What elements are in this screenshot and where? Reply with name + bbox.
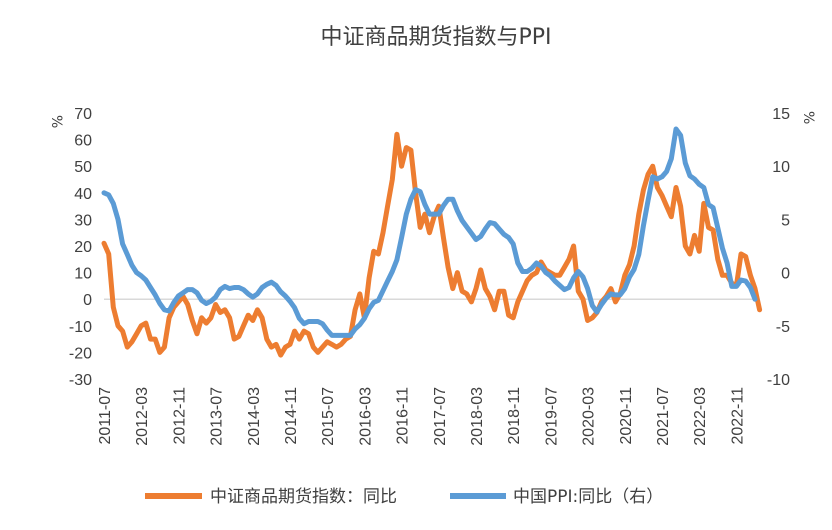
right-y-axis: -10 -5 0 5 10 15 [767,106,790,389]
right-y-tick-label: 5 [781,212,790,229]
right-y-tick-label: -10 [767,372,790,389]
x-tick-label: 2018-03 [469,387,486,446]
x-tick-label: 2012-11 [171,387,188,445]
left-y-tick-label: 40 [74,186,92,203]
x-axis: 2011-07 2012-03 2012-11 2013-07 2014-03 2014-… [97,298,755,446]
right-y-tick-label: 15 [772,106,790,123]
x-tick-label: 2016-03 [357,387,374,446]
x-tick-label: 2017-07 [432,387,449,446]
left-y-tick-label: -10 [69,319,92,336]
x-tick-label: 2020-11 [618,387,635,445]
right-y-tick-label: 10 [772,159,790,176]
x-tick-label: 2022-11 [729,387,746,445]
x-tick-label: 2014-11 [283,387,300,445]
left-y-tick-label: 50 [74,159,92,176]
left-y-tick-label: 0 [83,292,92,309]
left-y-axis: -30 -20 -10 0 10 20 30 40 50 60 70 [69,106,92,389]
series-layer [101,126,763,358]
x-tick-label: 2018-11 [506,387,523,445]
chart-title: 中证商品期货指数与PPI [320,25,551,50]
legend: 中证商品期货指数：同比 中国PPI:同比（右） [145,487,663,507]
legend-label-commodity: 中证商品期货指数：同比 [210,487,397,507]
right-y-tick-label: -5 [776,319,790,336]
x-tick-label: 2020-03 [581,387,598,446]
right-y-tick-label: 0 [781,266,790,283]
x-tick-label: 2011-07 [97,387,114,445]
x-tick-label: 2013-07 [209,387,226,446]
left-y-tick-label: 30 [74,212,92,229]
left-y-tick-label: -20 [69,345,92,362]
left-y-tick-label: 70 [74,106,92,123]
x-tick-label: 2015-07 [320,387,337,446]
left-y-tick-label: -30 [69,372,92,389]
left-axis-unit: % [48,115,64,128]
x-tick-label: 2016-11 [395,387,412,445]
series-line-ppi [101,126,758,338]
left-y-tick-label: 60 [74,133,92,150]
right-axis-unit: % [800,111,816,124]
left-y-tick-label: 20 [74,239,92,256]
x-tick-label: 2019-07 [543,387,560,446]
left-y-tick-label: 10 [74,266,92,283]
x-tick-label: 2012-03 [134,387,151,446]
x-tick-label: 2021-07 [655,387,672,446]
legend-label-ppi: 中国PPI:同比（右） [513,487,663,507]
series-line-commodity-index [101,131,763,358]
x-tick-label: 2014-03 [246,387,263,446]
x-tick-label: 2022-03 [692,387,709,446]
